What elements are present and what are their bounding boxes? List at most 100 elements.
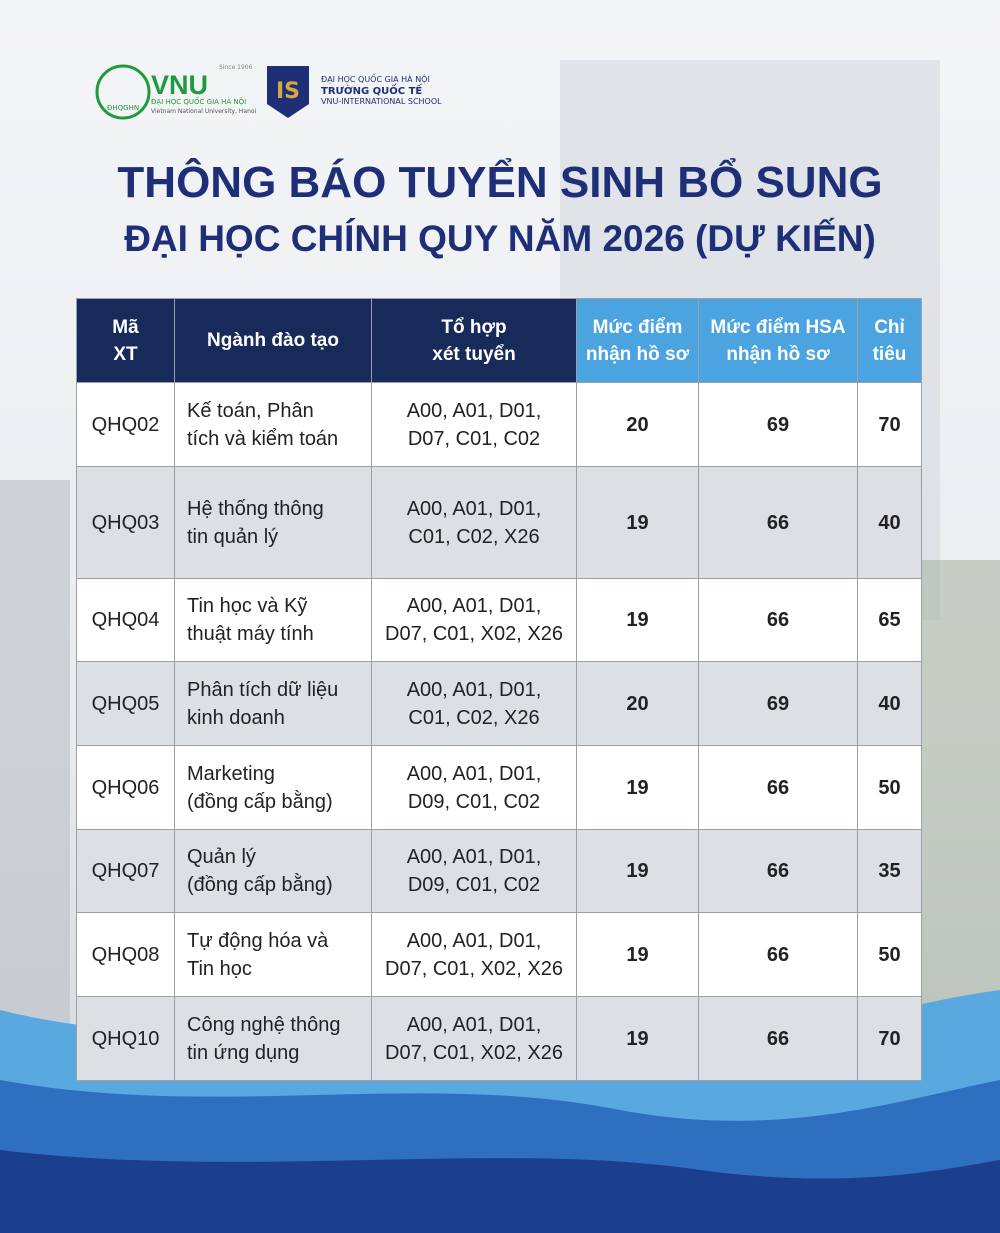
table-row: QHQ02 Kế toán, Phân tích và kiểm toán A00, …	[76, 382, 922, 467]
table-cell: A00, A01, D01, D09, C01, C02	[371, 745, 577, 830]
table-cell: Phân tích dữ liệu kinh doanh	[174, 661, 372, 746]
table-cell: 66	[698, 578, 858, 662]
cell-text: QHQ08	[91, 943, 160, 966]
logos: ĐHQGHN VNU Since 1906 ĐẠI HỌC QUỐC GIA H…	[95, 64, 442, 120]
table-row: QHQ06 Marketing (đồng cấp bằng) A00, A01, D…	[76, 745, 922, 830]
cell-text: Phân tích dữ liệu	[187, 678, 339, 701]
header-text: nhận hồ sơ	[726, 343, 830, 365]
table-cell: Quản lý (đồng cấp bằng)	[174, 829, 372, 913]
header-text: Mức điểm HSA	[710, 316, 846, 338]
cell-text: 69	[766, 692, 790, 715]
cell-text: tin quản lý	[187, 525, 279, 548]
cell-text: tích và kiểm toán	[187, 427, 339, 450]
table-cell: 20	[576, 661, 699, 746]
admission-table: Mã XT Ngành đào tạo Tổ hợp xét tuyển Mức điểm…	[76, 298, 922, 1081]
header-text: tiêu	[872, 343, 907, 365]
cell-text: QHQ10	[91, 1027, 160, 1050]
table-cell: 69	[698, 382, 858, 467]
table-row: QHQ04 Tin học và Kỹ thuật máy tính A00, A01…	[76, 578, 922, 662]
table-cell: A00, A01, D01, C01, C02, X26	[371, 466, 577, 579]
cell-text: D09, C01, C02	[407, 790, 541, 813]
cell-text: A00, A01, D01,	[406, 497, 542, 520]
table-cell: QHQ02	[76, 382, 175, 467]
cell-text: 66	[766, 609, 790, 631]
header-cell: Mã XT	[76, 298, 175, 383]
cell-text: 19	[626, 511, 649, 534]
table-row: QHQ08 Tự động hóa và Tin học A00, A01, D01,…	[76, 912, 922, 997]
title-line: ĐẠI HỌC CHÍNH QUY NĂM 2026 (DỰ KIẾN)	[124, 218, 876, 259]
cell-text: 20	[626, 413, 649, 436]
table-cell: A00, A01, D01, D07, C01, X02, X26	[371, 912, 577, 997]
cell-text: 40	[878, 692, 901, 715]
logo-short: ĐHQGHN	[107, 104, 139, 112]
table-cell: 19	[576, 996, 699, 1081]
cell-text: Marketing	[187, 762, 275, 785]
logo-line: Vietnam National University, Hanoi	[151, 108, 257, 115]
table-cell: 69	[698, 661, 858, 746]
cell-text: 19	[626, 776, 649, 799]
table-cell: 20	[576, 382, 699, 467]
logo-line: ĐẠI HỌC QUỐC GIA HÀ NỘI	[151, 96, 246, 106]
table-cell: 19	[576, 829, 699, 913]
table-cell: A00, A01, D01, D07, C01, C02	[371, 382, 577, 467]
table-cell: QHQ04	[76, 578, 175, 662]
header-text: Chỉ	[874, 316, 905, 338]
table-cell: Tin học và Kỹ thuật máy tính	[174, 578, 372, 662]
table-cell: 65	[857, 578, 922, 662]
table-cell: 66	[698, 466, 858, 579]
cell-text: Tự động hóa và	[187, 929, 329, 952]
table-cell: 70	[857, 382, 922, 467]
cell-text: (đồng cấp bằng)	[187, 790, 333, 813]
table-cell: 66	[698, 745, 858, 830]
cell-text: A00, A01, D01,	[406, 595, 542, 617]
logo-mark: IS	[276, 79, 300, 104]
cell-text: 19	[626, 943, 649, 966]
cell-text: (đồng cấp bằng)	[187, 874, 333, 896]
table-cell: Hệ thống thông tin quản lý	[174, 466, 372, 579]
logo-line: TRƯỜNG QUỐC TẾ	[321, 82, 422, 97]
cell-text: QHQ05	[91, 692, 160, 715]
cell-text: 19	[626, 1027, 649, 1050]
header-cell: Chỉ tiêu	[857, 298, 922, 383]
table-cell: 66	[698, 829, 858, 913]
cell-text: 70	[878, 413, 901, 436]
cell-text: 50	[878, 776, 901, 799]
header-cell: Mức điểm nhận hồ sơ	[576, 298, 699, 383]
header-text: XT	[113, 343, 138, 365]
cell-text: QHQ04	[91, 609, 160, 631]
cell-text: D07, C01, X02, X26	[385, 957, 563, 980]
table-cell: QHQ06	[76, 745, 175, 830]
cell-text: A00, A01, D01,	[406, 1013, 542, 1036]
cell-text: 69	[766, 413, 790, 436]
cell-text: Hệ thống thông	[187, 497, 324, 520]
cell-text: Kế toán, Phân	[187, 399, 314, 422]
table-row: QHQ05 Phân tích dữ liệu kinh doanh A00, A01…	[76, 661, 922, 746]
cell-text: 19	[626, 860, 649, 882]
cell-text: thuật máy tính	[187, 623, 314, 645]
header-text: Tổ hợp	[441, 316, 507, 338]
cell-text: C01, C02, X26	[408, 706, 540, 729]
cell-text: 66	[766, 860, 790, 882]
table-cell: 35	[857, 829, 922, 913]
cell-text: 35	[878, 860, 901, 882]
header-cell: Mức điểm HSA nhận hồ sơ	[698, 298, 858, 383]
header-row: Mã XT Ngành đào tạo Tổ hợp xét tuyển Mức điểm…	[76, 298, 922, 383]
cell-text: Tin học	[187, 957, 252, 980]
cell-text: tin ứng dụng	[187, 1041, 300, 1064]
table-cell: 40	[857, 661, 922, 746]
cell-text: 65	[878, 609, 901, 631]
table-cell: A00, A01, D01, D07, C01, X02, X26	[371, 996, 577, 1081]
header-text: Mức điểm	[592, 316, 683, 338]
table-row: QHQ03 Hệ thống thông tin quản lý A00, A01, …	[76, 466, 922, 579]
cell-text: 66	[766, 776, 790, 799]
table-cell: Kế toán, Phân tích và kiểm toán	[174, 382, 372, 467]
header-text: Ngành đào tạo	[207, 330, 339, 351]
table-cell: QHQ07	[76, 829, 175, 913]
cell-text: C01, C02, X26	[408, 525, 540, 548]
cell-text: 20	[626, 692, 649, 715]
header-cell: Tổ hợp xét tuyển	[371, 298, 577, 383]
table-cell: QHQ05	[76, 661, 175, 746]
header-text: Mã	[112, 316, 139, 338]
cell-text: 70	[878, 1027, 901, 1050]
table-cell: 66	[698, 996, 858, 1081]
